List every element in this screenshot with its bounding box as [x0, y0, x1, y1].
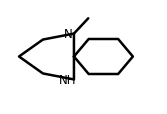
Text: N: N [64, 27, 73, 40]
Text: NH: NH [59, 74, 76, 87]
